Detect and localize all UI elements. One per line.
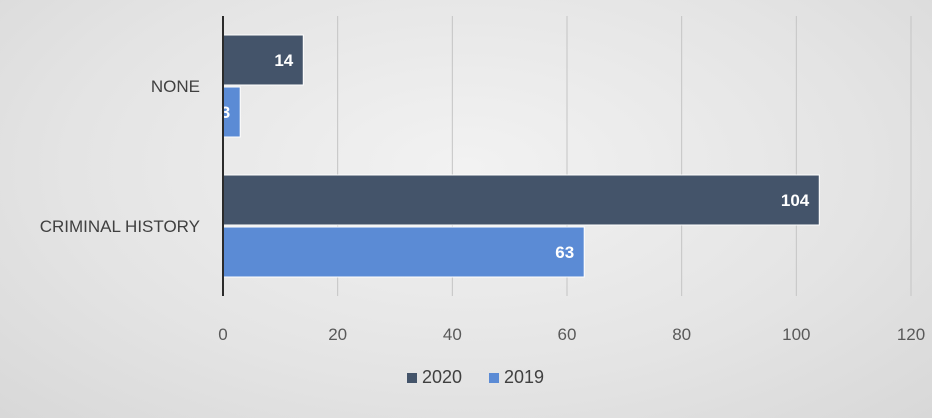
legend-swatch-2020 <box>407 373 417 383</box>
x-tick-label: 80 <box>672 325 691 344</box>
bar-2019-criminal-history <box>222 226 585 278</box>
x-tick-label: 40 <box>443 325 462 344</box>
x-tick-label: 0 <box>218 325 227 344</box>
data-label: 104 <box>781 191 810 210</box>
legend-label-2020: 2020 <box>422 367 462 387</box>
axes: 0 20 40 60 80 100 120 NONE CRIMINAL HISTORY <box>40 16 925 344</box>
x-tick-label: 60 <box>558 325 577 344</box>
legend-swatch-2019 <box>489 373 499 383</box>
data-label: 63 <box>555 243 574 262</box>
bar-2020-criminal-history <box>222 174 820 226</box>
bars: 14 3 104 63 <box>221 34 820 278</box>
category-label: CRIMINAL HISTORY <box>40 217 200 236</box>
x-tick-label: 20 <box>328 325 347 344</box>
x-tick-label: 100 <box>782 325 810 344</box>
data-label: 14 <box>274 51 293 70</box>
data-label: 3 <box>221 103 230 122</box>
legend-label-2019: 2019 <box>504 367 544 387</box>
legend: 2020 2019 <box>407 367 544 387</box>
x-tick-label: 120 <box>897 325 925 344</box>
category-label: NONE <box>151 77 200 96</box>
bar-2020-none <box>222 34 304 86</box>
